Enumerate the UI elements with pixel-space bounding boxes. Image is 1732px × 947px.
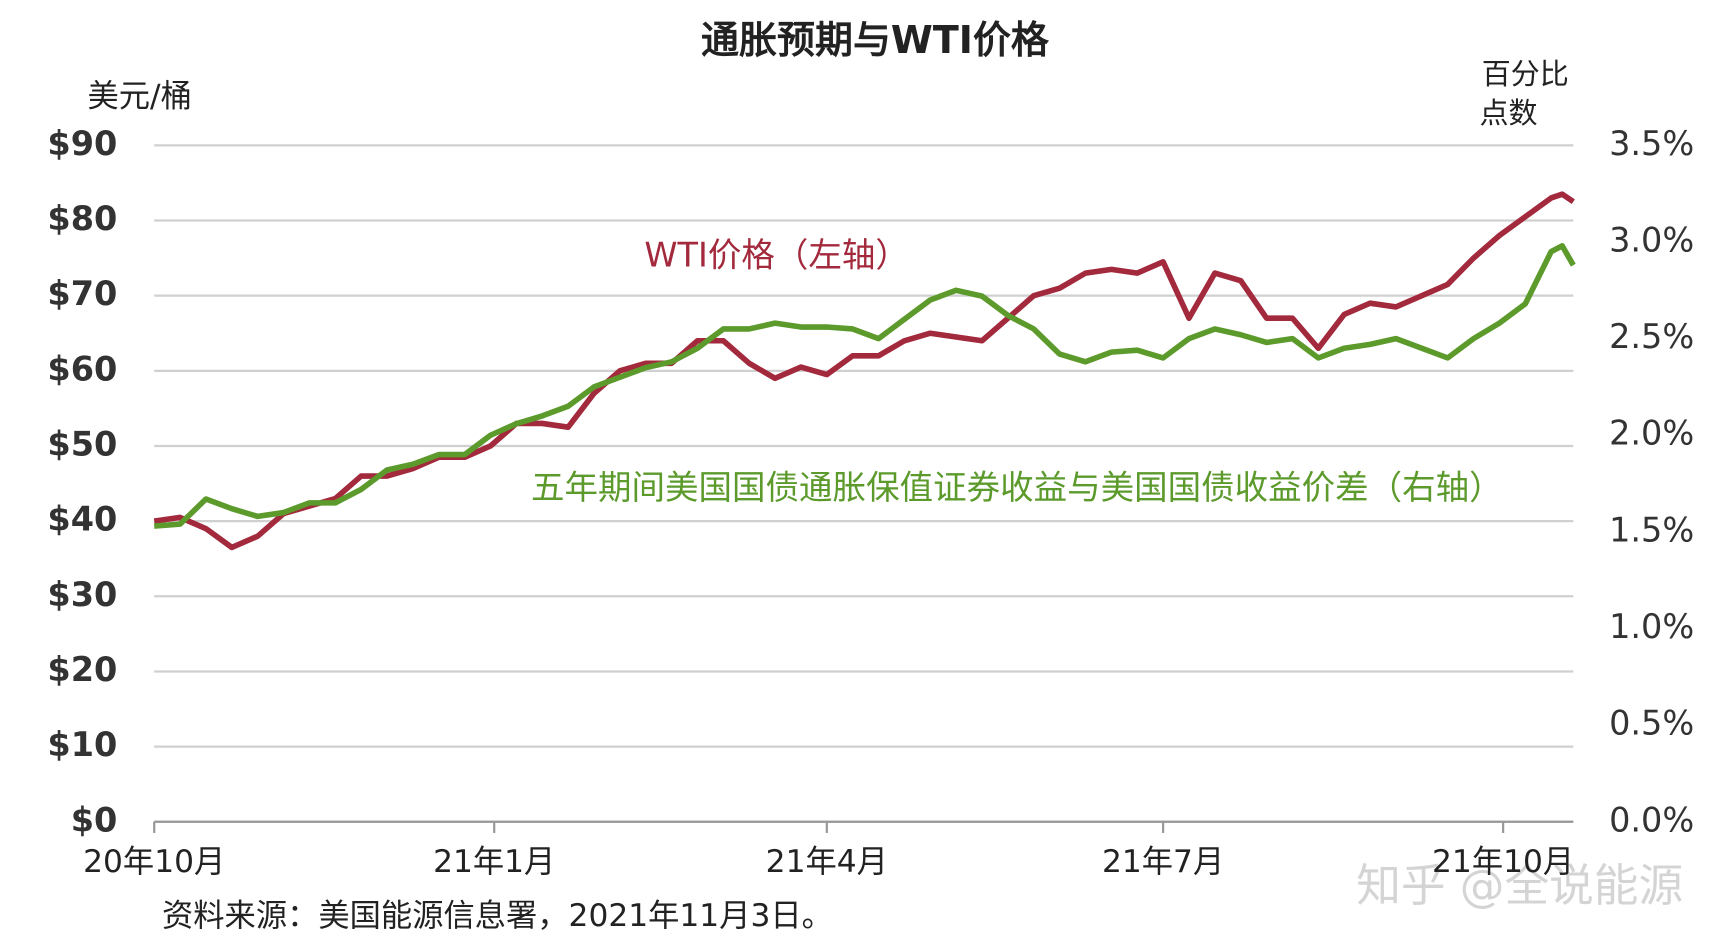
x-tick-label: 21年7月: [1102, 844, 1224, 880]
y-tick-label: $90: [47, 124, 117, 163]
y2-tick-label: 2.5%: [1609, 317, 1694, 356]
x-tick-label: 21年4月: [766, 844, 888, 880]
y2-axis-label: 百分比: [1482, 57, 1569, 91]
y2-tick-label: 1.5%: [1609, 510, 1694, 549]
series-label: 五年期间美国国债通胀保值证券收益与美国国债收益价差（右轴）: [531, 468, 1503, 507]
y2-tick-label: 2.0%: [1609, 414, 1694, 453]
series-line: [153, 191, 1575, 551]
y-tick-label: $70: [47, 274, 117, 313]
x-tick-label: 20年10月: [83, 844, 225, 880]
y2-tick-label: 0.0%: [1609, 800, 1694, 839]
watermark: 知乎 @全说能源: [1356, 860, 1683, 912]
y-tick-label: $20: [47, 650, 117, 689]
x-tick-label: 21年10月: [1432, 844, 1574, 880]
y-tick-label: $60: [47, 349, 117, 388]
y-tick-label: $50: [47, 424, 117, 463]
y-tick-label: $30: [47, 575, 117, 614]
y-tick-label: $0: [71, 800, 118, 839]
y2-tick-label: 0.5%: [1609, 704, 1694, 743]
y-axis-label: 美元/桶: [87, 78, 191, 114]
source-note: 资料来源：美国能源信息署，2021年11月3日。: [162, 898, 833, 934]
y2-tick-label: 1.0%: [1609, 607, 1694, 646]
y2-tick-label: 3.0%: [1609, 220, 1694, 259]
series-line: [153, 243, 1576, 529]
y-tick-label: $10: [47, 725, 117, 764]
chart-title: 通胀预期与WTI价格: [701, 18, 1050, 62]
series-label: WTI价格（左轴）: [644, 236, 909, 275]
y2-tick-label: 3.5%: [1609, 124, 1694, 163]
y-tick-label: $40: [47, 500, 117, 539]
y-tick-label: $80: [47, 199, 117, 238]
y2-axis-label: 点数: [1479, 96, 1537, 130]
x-tick-label: 21年1月: [433, 844, 555, 880]
